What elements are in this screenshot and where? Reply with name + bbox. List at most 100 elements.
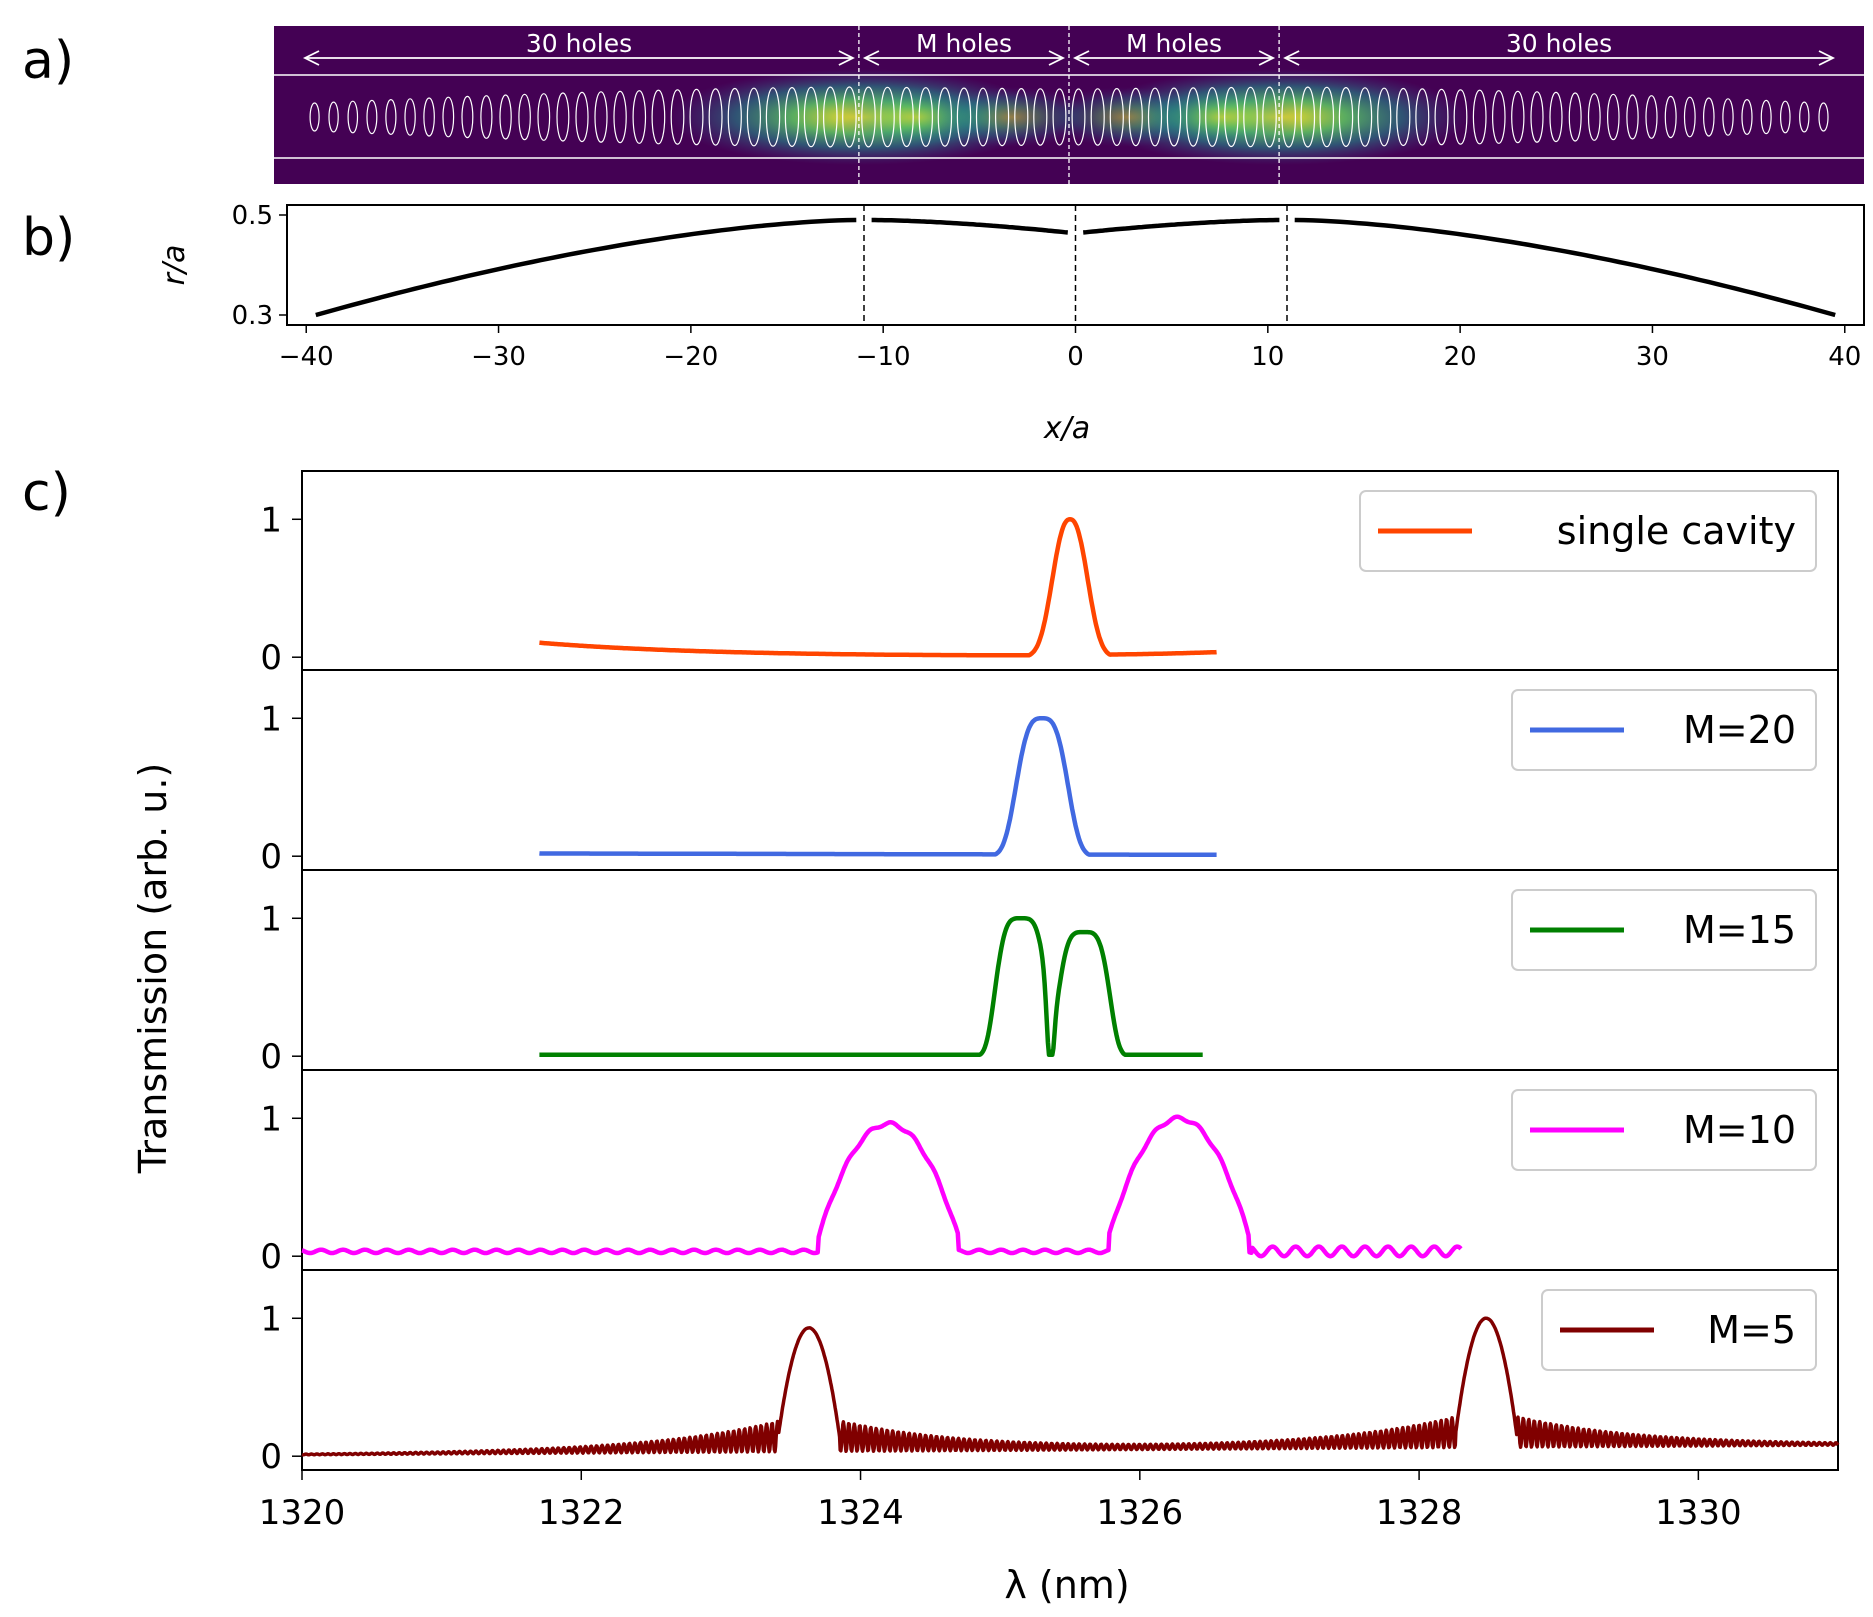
subplot-y-tick-label: 1: [260, 1299, 282, 1339]
hole-44: [1128, 87, 1143, 147]
subplot-y-tick-label: 0: [260, 1437, 282, 1477]
panel-a-heatmap: 30 holes M holes M holes 30 holes: [274, 26, 1864, 184]
hole-16: [594, 91, 608, 143]
legend-2: M=20: [1511, 689, 1817, 771]
hole-13: [537, 93, 551, 141]
hole-7: [423, 97, 435, 137]
panel-c-transmission: 0 1 single cavity 0 1 M=20 0 1 M=15 0 1 M=10 0 1 M=5 1…: [131, 470, 1840, 1607]
hole-39: [1033, 88, 1048, 146]
hole-66: [1549, 91, 1563, 143]
subplot-3: 0 1 M=15: [260, 869, 1839, 1077]
hole-51: [1262, 86, 1277, 148]
panel-c-x-tick-5: 1330: [1655, 1470, 1742, 1533]
series-line-1: [538, 517, 1218, 658]
hole-76: [1741, 98, 1753, 135]
subplot-1-y-tick-1: 1: [260, 500, 302, 540]
panel-b-x-tick-3: −10: [856, 325, 911, 372]
panel-b-x-tick-label: 0: [1067, 342, 1084, 372]
hole-15: [575, 91, 589, 143]
hole-19: [651, 89, 666, 145]
hole-17: [613, 90, 627, 144]
hole-31: [880, 86, 895, 148]
hole-48: [1205, 87, 1220, 147]
panel-label-a: a): [22, 31, 74, 91]
section-arrow-1: [302, 50, 855, 66]
subplot-3-y-tick-1: 1: [260, 899, 302, 939]
hole-71: [1645, 95, 1658, 139]
panel-b-x-tick-5: 10: [1251, 325, 1284, 372]
panel-b-x-tick-label: −40: [279, 342, 334, 372]
hole-5: [385, 98, 397, 135]
hole-12: [518, 93, 531, 141]
hole-18: [632, 90, 647, 144]
hole-79: [1799, 101, 1810, 133]
subplot-3-y-tick-0: 0: [260, 1037, 302, 1077]
panel-b-x-tick-label: −20: [663, 342, 718, 372]
legend-4: M=10: [1511, 1089, 1817, 1171]
panel-c-x-tick-4: 1328: [1376, 1470, 1463, 1533]
hole-1: [309, 102, 320, 132]
subplot-4-y-tick-1: 1: [260, 1099, 302, 1139]
panel-label-c: c): [22, 463, 71, 523]
hole-65: [1530, 91, 1544, 143]
hole-55: [1338, 86, 1354, 147]
hole-69: [1607, 93, 1620, 141]
hole-49: [1224, 86, 1239, 148]
panel-c-x-tick-label: 1328: [1376, 1493, 1463, 1533]
hole-52: [1281, 86, 1296, 148]
legend-label: M=5: [1707, 1308, 1796, 1352]
hole-56: [1357, 87, 1373, 147]
panel-b-segment-2: [871, 217, 1069, 235]
panel-b-y-tick-label: 0.5: [232, 201, 273, 231]
hole-72: [1664, 95, 1677, 139]
subplot-y-tick-label: 1: [260, 1099, 282, 1139]
panel-b-x-tick-0: −40: [279, 325, 334, 372]
hole-28: [822, 86, 838, 148]
panel-b-x-tick-label: −10: [856, 342, 911, 372]
field-lobe-inner-2: [931, 87, 1092, 147]
hole-80: [1818, 102, 1829, 132]
hole-61: [1453, 89, 1468, 145]
subplot-y-tick-label: 0: [260, 638, 282, 678]
hole-42: [1090, 88, 1105, 146]
hole-50: [1243, 86, 1258, 148]
hole-41: [1071, 88, 1086, 146]
hole-8: [442, 96, 455, 138]
hole-29: [842, 86, 857, 148]
hole-30: [861, 86, 876, 148]
hole-9: [461, 95, 474, 139]
panel-c-x-tick-label: 1322: [538, 1493, 625, 1533]
hole-14: [556, 92, 570, 142]
panel-c-x-tick-3: 1326: [1097, 1470, 1183, 1533]
hole-40: [1052, 88, 1067, 146]
subplot-y-tick-label: 1: [260, 899, 282, 939]
hole-58: [1396, 87, 1411, 147]
legend-label: M=15: [1683, 908, 1796, 952]
panel-b-segment-3: [1082, 217, 1280, 235]
hole-77: [1760, 99, 1772, 135]
series-line-3: [538, 916, 1204, 1058]
subplot-y-tick-label: 0: [260, 837, 282, 877]
section-arrow-4: [1283, 50, 1836, 66]
hole-37: [994, 87, 1010, 147]
hole-59: [1415, 88, 1430, 146]
hole-45: [1147, 87, 1163, 147]
subplot-4: 0 1 M=10: [260, 1069, 1839, 1277]
hole-34: [937, 87, 953, 147]
hole-25: [765, 87, 781, 147]
hole-78: [1780, 100, 1791, 134]
subplot-5: 0 1 M=5: [260, 1269, 1840, 1477]
panel-b-x-tick-label: 20: [1444, 342, 1477, 372]
hole-47: [1185, 87, 1201, 147]
hole-74: [1703, 97, 1715, 137]
holes: [309, 86, 1829, 148]
hole-64: [1511, 90, 1525, 144]
hole-46: [1166, 87, 1182, 147]
panel-b-x-tick-label: −30: [471, 342, 526, 372]
section-arrow-3: [1072, 50, 1276, 66]
panel-c-y-axis-label: Transmission (arb. u.): [131, 763, 175, 1175]
section-label-1: 30 holes: [526, 29, 632, 58]
series-line-2: [538, 716, 1218, 858]
hole-68: [1587, 93, 1601, 141]
